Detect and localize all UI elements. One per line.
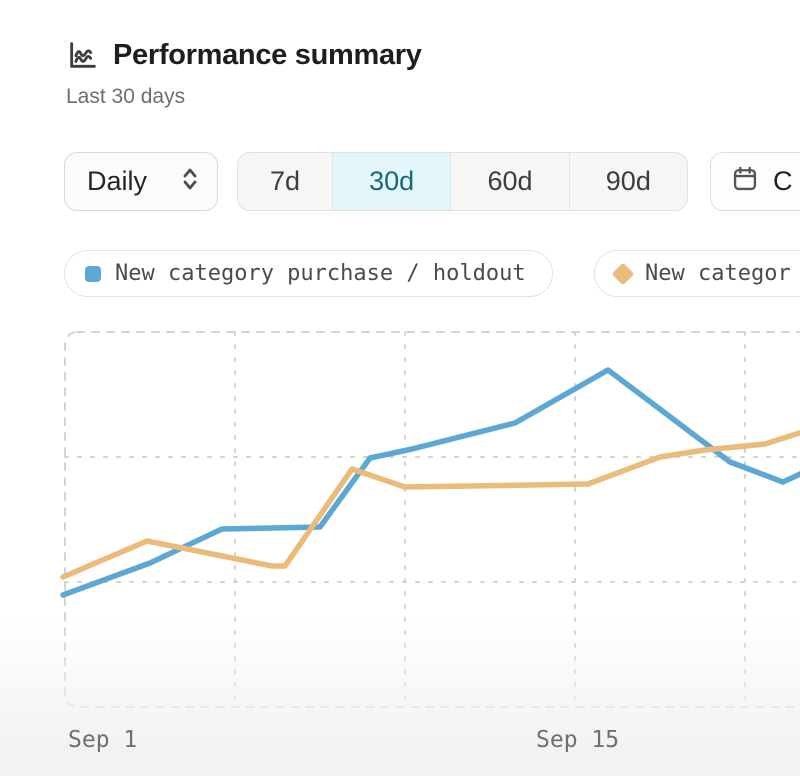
range-segmented-control: 7d 30d 60d 90d [237, 152, 688, 211]
page-subtitle: Last 30 days [66, 85, 186, 108]
controls-row: Daily 7d 30d 60d 90d C [0, 152, 800, 211]
blue-square-swatch [85, 265, 101, 282]
legend-label: New categor [645, 261, 791, 286]
legend-label: New category purchase / holdout [115, 261, 526, 286]
chevron-up-down-icon [181, 165, 199, 198]
blue-series-line [60, 367, 800, 598]
page-title: Performance summary [113, 38, 422, 71]
legend-item-exposed[interactable]: New categor [594, 250, 800, 297]
legend-item-holdout[interactable]: New category purchase / holdout [64, 250, 553, 297]
range-30d-button[interactable]: 30d [332, 153, 451, 210]
calendar-icon [731, 165, 759, 198]
custom-range-label: C [773, 166, 793, 196]
granularity-value: Daily [87, 166, 148, 196]
legend-row: New category purchase / holdout New cate… [0, 250, 800, 297]
orange-series-line [60, 429, 800, 580]
range-90d-button[interactable]: 90d [568, 153, 687, 210]
x-axis-tick-sep-15: Sep 15 [536, 727, 620, 753]
range-60d-button[interactable]: 60d [450, 153, 568, 210]
page-header: Performance summary [66, 38, 422, 72]
x-axis-tick-sep-1: Sep 1 [68, 727, 138, 753]
range-7d-button[interactable]: 7d [238, 153, 332, 210]
custom-range-button[interactable]: C [710, 152, 800, 211]
line-chart-icon [66, 38, 100, 72]
orange-diamond-swatch [611, 262, 635, 285]
granularity-select[interactable]: Daily [64, 152, 218, 211]
